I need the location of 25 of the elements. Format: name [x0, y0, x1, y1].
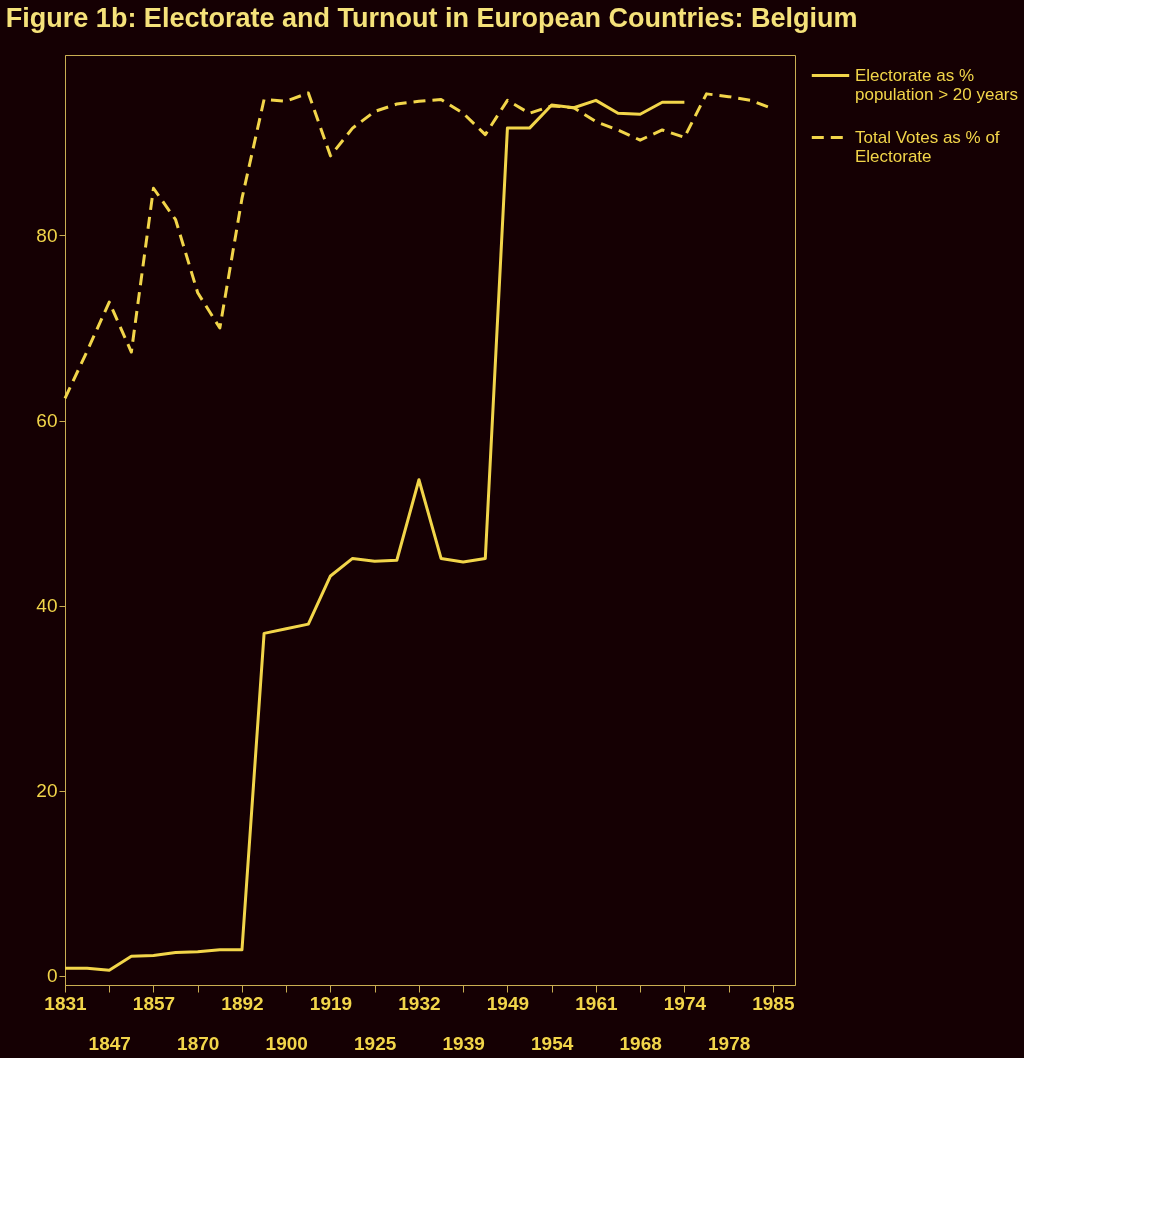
- chart-title: Figure 1b: Electorate and Turnout in European Countries: Belgium: [5, 3, 858, 33]
- x-tick-label: 1939: [442, 1032, 485, 1054]
- y-tick-label: 40: [36, 595, 58, 617]
- y-tick-label: 80: [36, 224, 58, 246]
- x-tick-label: 1954: [531, 1032, 574, 1054]
- y-tick-label: 60: [36, 410, 58, 432]
- x-tick-label: 1900: [265, 1032, 308, 1054]
- x-tick-label: 1974: [663, 992, 707, 1014]
- x-tick-label: 1949: [486, 992, 530, 1014]
- x-tick-label: 1857: [132, 992, 176, 1014]
- legend-label: Total Votes as % of Electorate: [855, 127, 1000, 166]
- y-tick-label: 0: [46, 965, 58, 987]
- legend-label: Electorate as % population > 20 years: [855, 65, 1019, 104]
- x-tick-label: 1919: [309, 992, 353, 1014]
- x-tick-label: 1892: [221, 992, 264, 1014]
- x-tick-label: 1870: [177, 1032, 220, 1054]
- x-tick-label: 1932: [398, 992, 441, 1014]
- x-tick-label: 1831: [44, 992, 88, 1014]
- y-tick-label: 20: [36, 780, 58, 802]
- x-tick-label: 1847: [88, 1032, 131, 1054]
- x-tick-label: 1925: [354, 1032, 397, 1054]
- x-tick-label: 1968: [619, 1032, 662, 1054]
- x-tick-label: 1985: [752, 992, 795, 1014]
- x-tick-label: 1978: [708, 1032, 751, 1054]
- x-tick-label: 1961: [575, 992, 618, 1014]
